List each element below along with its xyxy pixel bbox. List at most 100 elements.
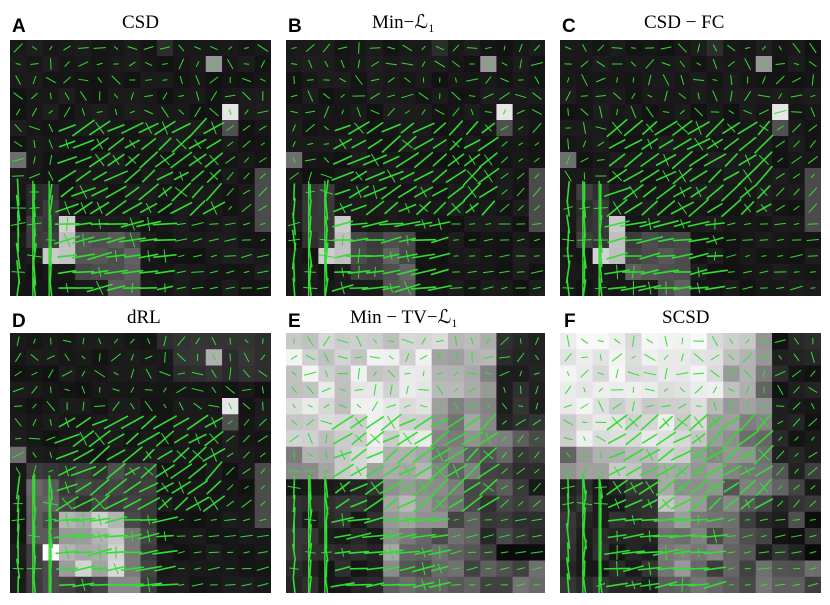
fiber-glyph-crossing xyxy=(194,139,202,149)
fiber-glyph xyxy=(657,566,675,571)
fiber-glyph xyxy=(259,518,267,522)
fiber-glyph xyxy=(57,269,77,275)
fiber-glyph xyxy=(382,155,400,165)
fiber-glyph xyxy=(745,338,750,344)
fiber-glyph-crossing xyxy=(709,448,721,462)
fiber-glyph xyxy=(707,202,723,214)
fiber-glyph xyxy=(775,75,785,85)
fiber-glyph xyxy=(325,451,328,459)
fiber-glyph xyxy=(778,93,783,99)
fiber-glyph xyxy=(793,337,800,345)
fiber-glyph xyxy=(435,109,445,115)
fiber-glyph-crossing xyxy=(162,187,168,197)
fiber-glyph xyxy=(808,203,818,213)
fiber-glyph xyxy=(500,499,510,508)
fiber-glyph xyxy=(32,572,37,593)
fiber-glyph xyxy=(227,141,234,147)
fiber-glyph xyxy=(380,236,402,244)
fiber-glyph xyxy=(811,74,814,86)
fiber-glyph xyxy=(14,418,22,427)
fiber-glyph xyxy=(194,567,202,570)
fiber-glyph-crossing xyxy=(420,578,427,591)
fiber-glyph xyxy=(158,137,172,151)
fiber-glyph xyxy=(501,286,508,290)
fiber-glyph xyxy=(609,451,626,459)
fiber-glyph xyxy=(389,384,393,396)
fiber-glyph xyxy=(778,45,782,51)
fiber-glyph xyxy=(193,551,202,554)
fiber-glyph-crossing xyxy=(484,124,492,132)
fiber-glyph xyxy=(580,157,589,163)
fiber-glyph xyxy=(334,124,351,132)
fiber-glyph xyxy=(516,567,525,571)
fiber-glyph xyxy=(728,354,735,361)
fiber-glyph xyxy=(688,583,710,587)
fiber-glyph xyxy=(503,45,506,51)
fiber-glyph xyxy=(105,185,127,199)
fiber-glyph xyxy=(463,481,481,493)
fiber-glyph-crossing xyxy=(65,465,70,477)
fiber-glyph-crossing xyxy=(304,518,317,522)
fiber-glyph xyxy=(170,151,193,169)
fiber-glyph xyxy=(501,436,508,442)
fiber-glyph-crossing xyxy=(593,207,608,209)
fiber-glyph xyxy=(400,122,415,134)
fiber-glyph xyxy=(438,353,442,362)
fiber-glyph xyxy=(307,432,313,445)
fiber-glyph xyxy=(292,494,296,513)
fiber-glyph xyxy=(48,469,54,473)
fiber-glyph-crossing xyxy=(389,283,394,293)
fiber-glyph xyxy=(775,518,786,521)
fiber-glyph xyxy=(114,46,119,50)
fiber-glyph xyxy=(730,401,733,412)
fiber-glyph xyxy=(412,122,435,134)
fiber-glyph xyxy=(401,338,414,344)
fiber-glyph-crossing xyxy=(163,531,167,542)
fiber-glyph xyxy=(564,353,572,362)
fiber-glyph xyxy=(365,171,386,181)
fiber-glyph xyxy=(487,403,490,409)
fiber-glyph xyxy=(225,286,235,290)
fiber-glyph xyxy=(208,404,220,408)
fiber-glyph xyxy=(361,220,389,228)
fiber-glyph xyxy=(225,567,235,570)
fiber-glyph xyxy=(189,200,206,216)
fiber-glyph-crossing xyxy=(419,204,429,212)
fiber-glyph xyxy=(727,518,736,522)
fiber-glyph-crossing xyxy=(437,218,442,230)
fiber-glyph xyxy=(292,403,296,409)
fiber-glyph-crossing xyxy=(758,155,769,165)
fiber-glyph xyxy=(606,582,629,588)
fiber-glyph xyxy=(405,352,410,362)
fiber-glyph xyxy=(226,452,234,458)
fiber-glyph xyxy=(515,551,527,554)
fiber-glyph xyxy=(607,286,627,290)
fiber-glyph xyxy=(356,107,361,117)
fiber-glyph-crossing xyxy=(339,202,346,214)
fiber-glyph xyxy=(225,385,235,394)
fiber-glyph xyxy=(97,77,102,83)
fiber-glyph-crossing xyxy=(357,265,360,279)
fiber-glyph-crossing xyxy=(131,282,134,294)
fiber-glyph xyxy=(793,386,800,394)
fiber-glyph xyxy=(371,61,380,67)
fiber-glyph-crossing xyxy=(435,499,444,508)
fiber-glyph-crossing xyxy=(209,172,219,180)
fiber-glyph xyxy=(807,156,818,164)
fiber-glyph-crossing xyxy=(713,251,717,261)
fiber-glyph xyxy=(106,285,126,291)
fiber-glyph xyxy=(790,94,803,98)
fiber-glyph xyxy=(793,223,800,225)
fiber-glyph xyxy=(608,153,626,167)
fiber-glyph-crossing xyxy=(63,232,71,248)
fiber-glyph-crossing xyxy=(289,567,299,570)
fiber-glyph xyxy=(242,91,251,101)
fiber-glyph xyxy=(151,516,179,524)
fiber-glyph xyxy=(31,46,38,50)
fiber-glyph xyxy=(140,238,158,242)
fiber-glyph xyxy=(449,287,463,289)
fiber-glyph-crossing xyxy=(193,155,203,165)
fiber-glyph xyxy=(566,371,570,376)
fiber-glyph xyxy=(308,59,313,69)
fiber-glyph xyxy=(451,567,461,570)
